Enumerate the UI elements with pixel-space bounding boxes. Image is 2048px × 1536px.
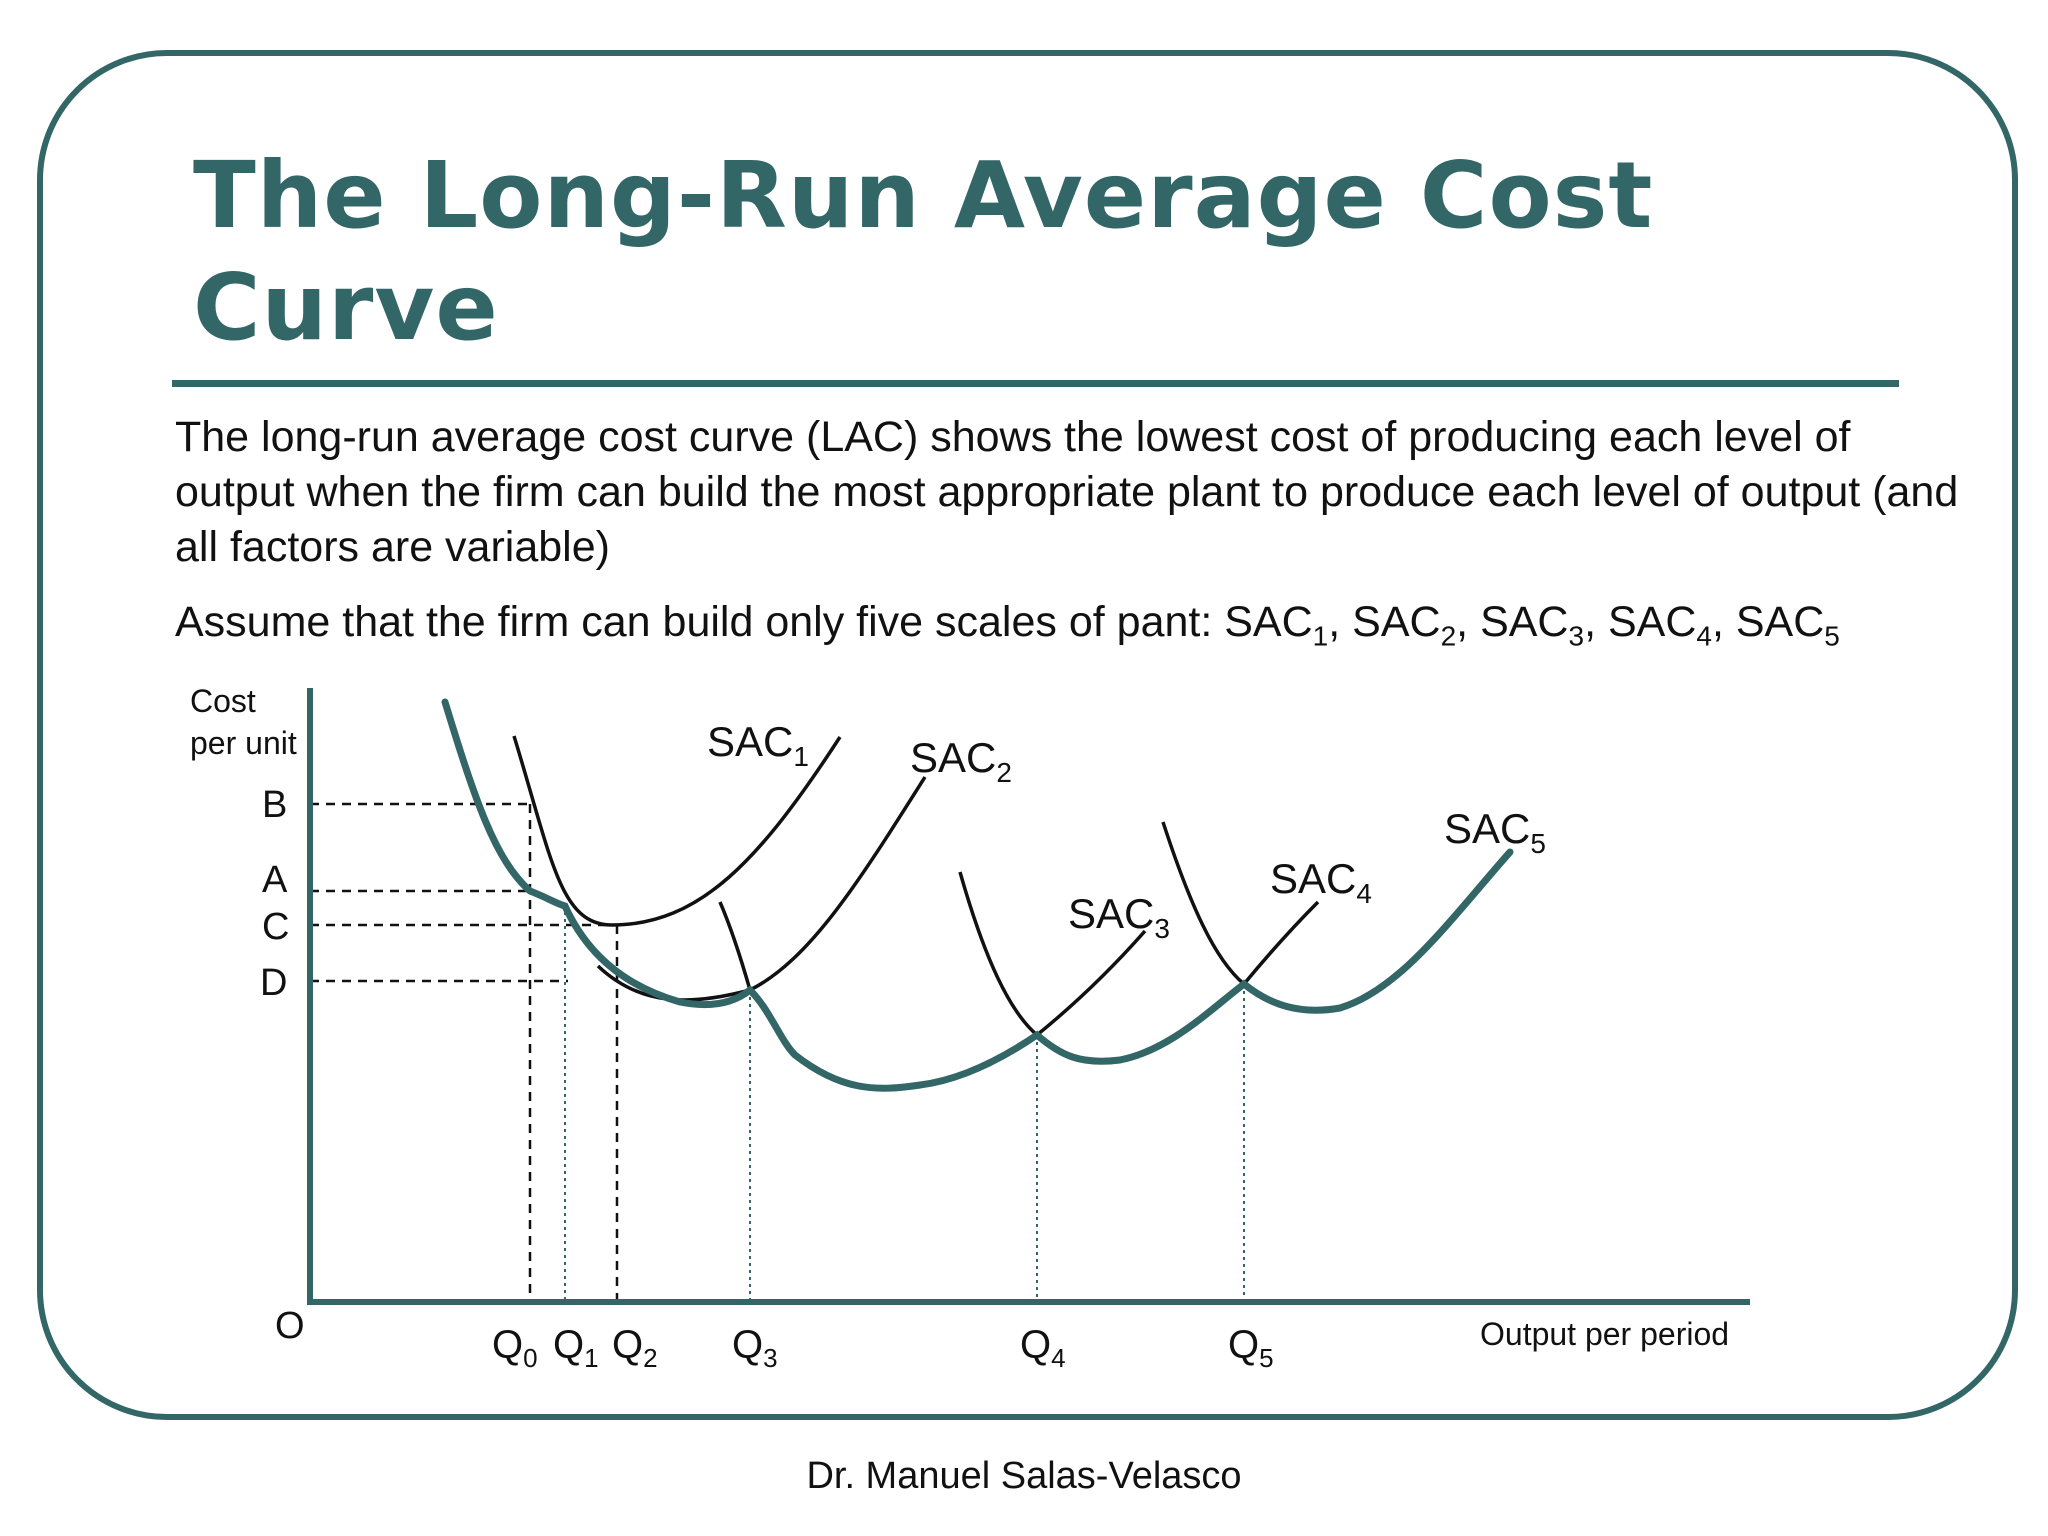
- y-tick-b: B: [262, 784, 287, 826]
- lac-curve: [441, 698, 1514, 1092]
- sac2-left-branch: [718, 901, 752, 991]
- x-tick-q0: Q0: [492, 1323, 538, 1373]
- title-divider: [172, 380, 1899, 387]
- sac1-label: SAC1: [707, 718, 809, 772]
- assumption-item: SAC5: [1735, 598, 1840, 652]
- x-tick-q3: Q3: [732, 1323, 778, 1373]
- y-axis-label-line1: Cost: [190, 683, 256, 719]
- y-tick-a: A: [262, 859, 288, 901]
- y-axis-label-line2: per unit: [190, 725, 297, 761]
- assumption-item: SAC4: [1607, 598, 1712, 652]
- sac2-curve: [596, 776, 927, 1002]
- assumption-item: SAC2: [1352, 598, 1457, 652]
- x-tick-q4: Q4: [1020, 1323, 1066, 1373]
- assumption-item: SAC1: [1224, 598, 1329, 652]
- definition-paragraph: The long-run average cost curve (LAC) sh…: [175, 413, 1959, 571]
- x-tick-q1: Q1: [553, 1323, 599, 1373]
- assumption-paragraph: Assume that the firm can build only five…: [175, 598, 1840, 652]
- origin-label: O: [275, 1305, 305, 1347]
- sac2-label: SAC2: [910, 734, 1012, 788]
- axes: [307, 688, 1750, 1305]
- sac4-curve: [1161, 821, 1320, 987]
- sac4-label: SAC4: [1270, 855, 1372, 909]
- y-tick-d: D: [260, 962, 287, 1004]
- slide-title: The Long-Run Average Cost Curve: [193, 142, 1654, 361]
- x-tick-q5: Q5: [1228, 1323, 1274, 1373]
- y-tick-c: C: [262, 906, 289, 948]
- assumption-item: SAC3: [1480, 598, 1585, 652]
- sac1-curve: [512, 735, 842, 927]
- assumption-prefix: Assume that the firm can build only five…: [175, 598, 1225, 646]
- sac5-label: SAC5: [1444, 805, 1546, 859]
- x-tick-q2: Q2: [612, 1323, 658, 1373]
- slide-frame: [37, 50, 2018, 1420]
- x-axis-label: Output per period: [1480, 1316, 1729, 1352]
- footer-author: Dr. Manuel Salas-Velasco: [806, 1455, 1242, 1497]
- sac3-label: SAC3: [1068, 890, 1170, 944]
